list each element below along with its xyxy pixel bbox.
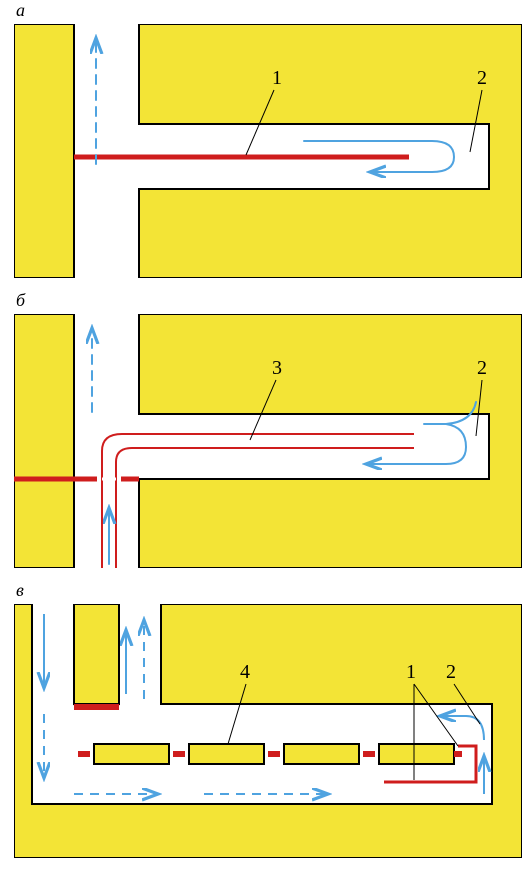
num-b2: 2	[477, 357, 487, 379]
panel-c: 4 1 2	[14, 604, 522, 858]
panel-label-c: в	[16, 580, 24, 601]
num-a1: 1	[272, 67, 282, 89]
num-c1: 1	[406, 661, 416, 683]
num-c2: 2	[446, 661, 456, 683]
panel-label-a: а	[16, 0, 25, 21]
panel-b: 3 2	[14, 314, 522, 568]
panel-label-b: б	[16, 290, 25, 311]
panel-a: 1 2	[14, 24, 522, 278]
num-a2: 2	[477, 67, 487, 89]
num-c4: 4	[240, 661, 250, 683]
num-b3: 3	[272, 357, 282, 379]
